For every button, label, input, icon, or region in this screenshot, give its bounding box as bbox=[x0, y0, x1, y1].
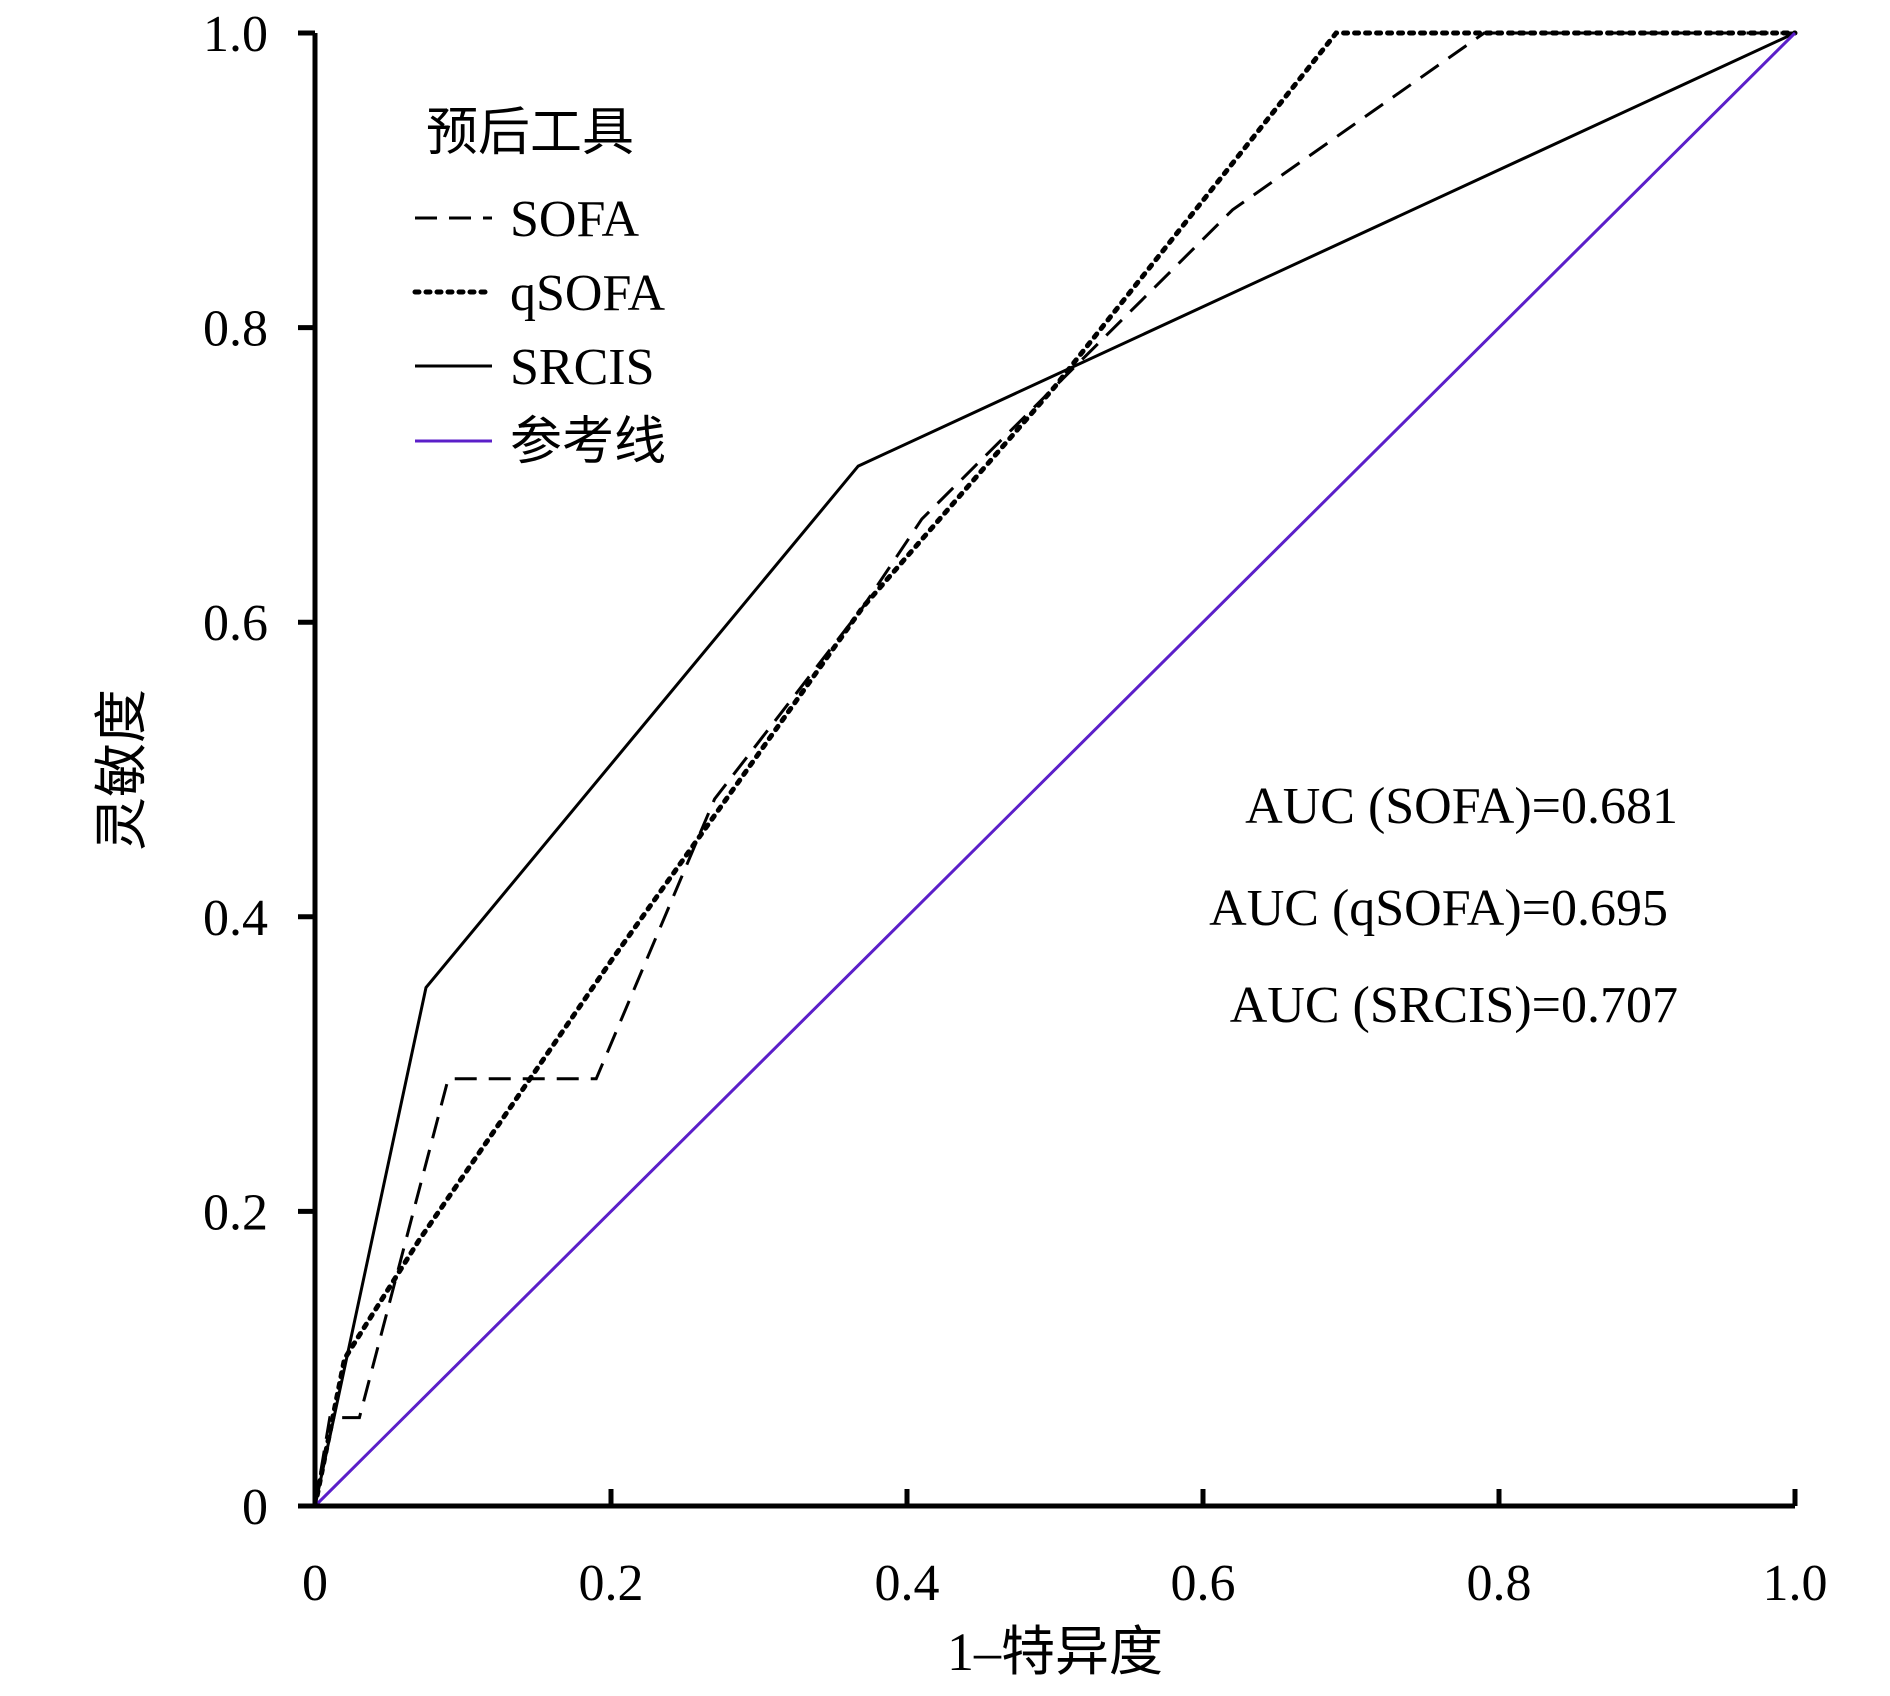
x-axis-title: 1–特异度 bbox=[947, 1622, 1163, 1682]
roc-curves bbox=[312, 30, 1798, 1509]
y-tick-label: 0.2 bbox=[203, 1184, 268, 1241]
y-tick-label: 0 bbox=[242, 1479, 268, 1536]
x-tick-label: 0.8 bbox=[1467, 1555, 1532, 1612]
series-line-reference bbox=[313, 31, 1797, 1508]
y-tick-label: 0.4 bbox=[203, 890, 268, 947]
legend: 预后工具 SOFA qSOFA SRCIS 参考线 bbox=[412, 105, 666, 471]
y-axis-title: 灵敏度 bbox=[92, 689, 152, 851]
x-ticks: 0 0.2 0.4 0.6 0.8 1.0 bbox=[302, 1489, 1828, 1612]
y-tick-label: 0.6 bbox=[203, 595, 268, 652]
y-tick-label: 1.0 bbox=[203, 6, 268, 63]
legend-label-srcis: SRCIS bbox=[510, 339, 655, 396]
x-tick-label: 1.0 bbox=[1763, 1555, 1828, 1612]
series-line-sofa bbox=[313, 31, 1795, 1507]
auc-annotations: AUC (SOFA)=0.681 AUC (qSOFA)=0.695 AUC (… bbox=[1209, 778, 1678, 1034]
y-ticks: 0 0.2 0.4 0.6 0.8 1.0 bbox=[203, 6, 315, 1536]
legend-label-sofa: SOFA bbox=[510, 191, 640, 248]
x-tick-label: 0.2 bbox=[579, 1555, 644, 1612]
x-tick-label: 0.6 bbox=[1171, 1555, 1236, 1612]
legend-label-qsofa: qSOFA bbox=[510, 265, 666, 322]
auc-sofa-label: AUC (SOFA)=0.681 bbox=[1245, 778, 1678, 835]
auc-srcis-label: AUC (SRCIS)=0.707 bbox=[1230, 977, 1678, 1034]
legend-label-reference: 参考线 bbox=[510, 414, 666, 471]
legend-title: 预后工具 bbox=[426, 105, 634, 162]
series-line-srcis bbox=[313, 31, 1796, 1507]
x-tick-label: 0 bbox=[302, 1555, 328, 1612]
auc-qsofa-label: AUC (qSOFA)=0.695 bbox=[1209, 880, 1668, 937]
x-tick-label: 0.4 bbox=[875, 1555, 940, 1612]
series-line-qsofa bbox=[312, 30, 1798, 1509]
axes bbox=[312, 33, 1795, 1509]
y-tick-label: 0.8 bbox=[203, 301, 268, 358]
